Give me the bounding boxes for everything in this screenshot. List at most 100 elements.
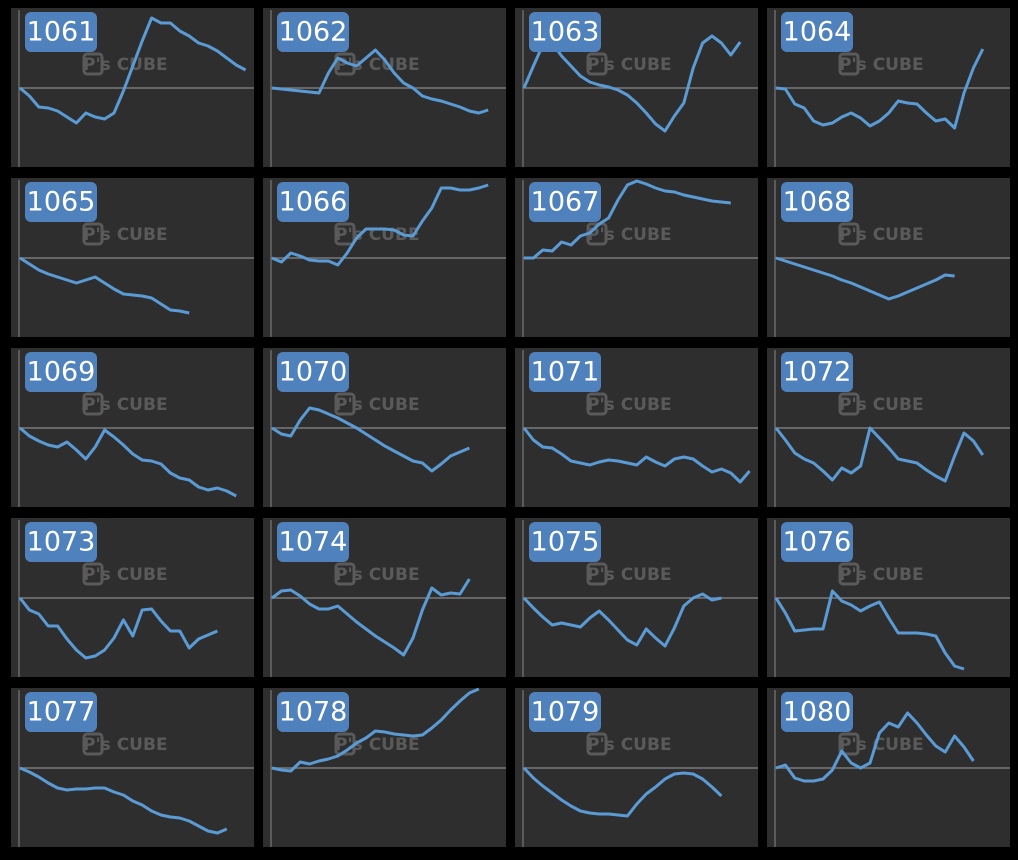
panel: P's CUBE 1079 — [515, 688, 758, 847]
watermark-icon — [838, 732, 860, 756]
data-line — [775, 256, 955, 301]
watermark-icon — [586, 562, 608, 586]
title-badge — [529, 182, 601, 222]
panel-title: 1065 — [27, 187, 96, 218]
watermark-icon — [586, 732, 608, 756]
panel: P's CUBE 1073 — [11, 518, 254, 677]
title-badge — [277, 522, 349, 562]
watermark: P's CUBE — [587, 55, 672, 75]
panel-title: 1070 — [279, 357, 348, 388]
panel: P's CUBE 1071 — [515, 348, 758, 507]
panel: P's CUBE 1076 — [767, 518, 1010, 677]
data-line — [19, 426, 237, 498]
watermark-icon — [838, 562, 860, 586]
title-badge — [529, 352, 601, 392]
panel-title: 1068 — [783, 187, 852, 218]
watermark-icon — [838, 222, 860, 246]
title-badge — [25, 182, 97, 222]
data-line — [522, 34, 742, 133]
data-line — [522, 592, 722, 648]
data-line — [774, 426, 985, 483]
title-badge — [277, 692, 349, 732]
title-badge — [277, 182, 349, 222]
data-line — [19, 256, 190, 315]
watermark: P's CUBE — [83, 735, 168, 755]
data-line — [271, 578, 471, 657]
watermark: P's CUBE — [839, 735, 924, 755]
watermark-icon — [82, 222, 104, 246]
watermark: P's CUBE — [83, 225, 168, 245]
data-line — [775, 711, 975, 783]
title-badge — [781, 522, 853, 562]
panel-title: 1071 — [531, 357, 600, 388]
watermark: P's CUBE — [839, 225, 924, 245]
title-badge — [529, 692, 601, 732]
panel-title: 1076 — [783, 527, 852, 558]
panel: P's CUBE 1070 — [263, 348, 506, 507]
data-line — [271, 687, 480, 773]
watermark-icon — [586, 52, 608, 76]
watermark-icon — [82, 392, 104, 416]
panel-title: 1079 — [531, 697, 600, 728]
title-badge — [277, 352, 349, 392]
panel-title: 1064 — [783, 17, 852, 48]
watermark: P's CUBE — [587, 735, 672, 755]
watermark: P's CUBE — [839, 565, 924, 585]
panel-title: 1072 — [783, 357, 852, 388]
watermark-icon — [838, 392, 860, 416]
data-line — [271, 48, 489, 115]
data-line — [19, 766, 228, 835]
data-line — [775, 48, 985, 130]
panel: P's CUBE 1069 — [11, 348, 254, 507]
watermark: P's CUBE — [587, 395, 672, 415]
watermark-icon — [838, 52, 860, 76]
panel: P's CUBE 1078 — [263, 687, 506, 847]
title-badge — [25, 522, 97, 562]
watermark: P's CUBE — [83, 565, 168, 585]
panel: P's CUBE 1075 — [515, 518, 758, 677]
watermark: P's CUBE — [587, 565, 672, 585]
watermark: P's CUBE — [335, 565, 420, 585]
watermark: P's CUBE — [83, 55, 168, 75]
panel: P's CUBE 1068 — [767, 178, 1010, 337]
watermark: P's CUBE — [839, 55, 924, 75]
panel: P's CUBE 1080 — [767, 688, 1010, 847]
watermark: P's CUBE — [587, 225, 672, 245]
title-badge — [529, 522, 601, 562]
panel: P's CUBE 1061 — [11, 8, 254, 167]
panel: P's CUBE 1074 — [263, 518, 506, 677]
data-line — [774, 589, 965, 671]
panel: P's CUBE 1077 — [11, 688, 254, 847]
title-badge — [25, 12, 97, 52]
panel-title: 1066 — [279, 187, 348, 218]
panel: P's CUBE 1063 — [515, 8, 758, 167]
panel: P's CUBE 1067 — [515, 178, 758, 337]
panel-title: 1069 — [27, 357, 96, 388]
panel-title: 1074 — [279, 527, 348, 558]
data-line — [522, 427, 751, 484]
data-line — [19, 16, 247, 125]
title-badge — [781, 352, 853, 392]
panel-title: 1067 — [531, 187, 600, 218]
panel-title: 1073 — [27, 527, 96, 558]
panel: P's CUBE 1065 — [11, 178, 254, 337]
watermark-icon — [586, 392, 608, 416]
watermark-icon — [334, 392, 356, 416]
watermark-icon — [82, 732, 104, 756]
data-line — [524, 179, 731, 260]
panel: P's CUBE 1064 — [767, 8, 1010, 167]
watermark: P's CUBE — [335, 735, 420, 755]
watermark-icon — [334, 562, 356, 586]
title-badge — [25, 692, 97, 732]
panel-title: 1063 — [531, 17, 600, 48]
data-line — [18, 597, 218, 660]
panel-title: 1062 — [279, 17, 348, 48]
panel-title: 1061 — [27, 17, 96, 48]
title-badge — [781, 12, 853, 52]
panel-title: 1077 — [27, 697, 96, 728]
data-line — [271, 406, 470, 473]
title-badge — [781, 182, 853, 222]
watermark: P's CUBE — [839, 395, 924, 415]
